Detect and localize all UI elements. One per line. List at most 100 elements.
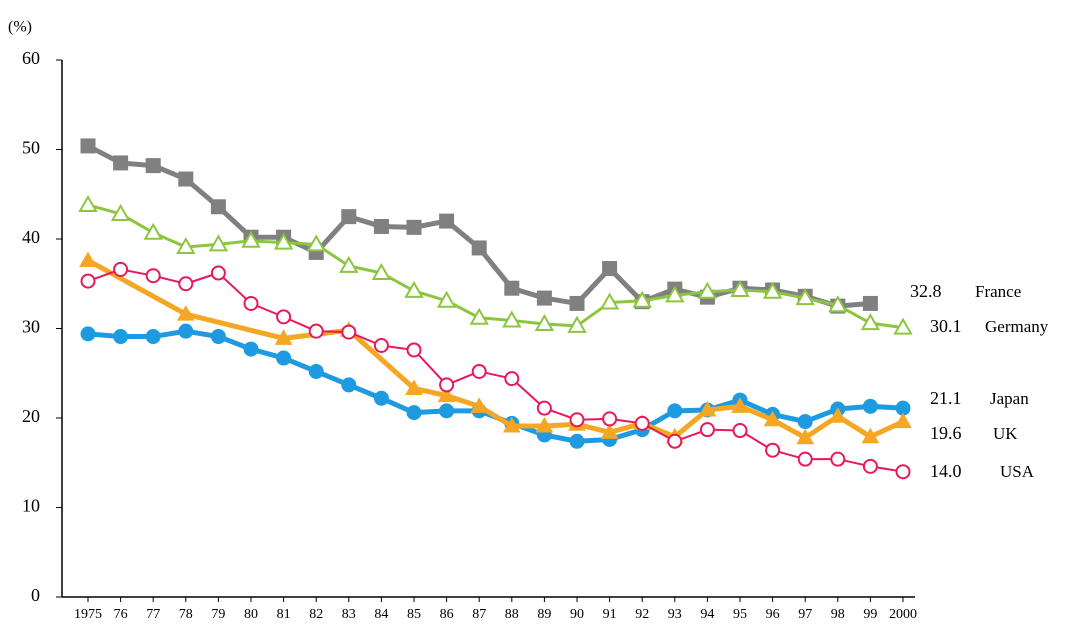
point: [373, 338, 389, 354]
point: [828, 295, 848, 313]
point: [210, 329, 226, 345]
point: [502, 310, 522, 328]
end-value-label: 30.1: [930, 316, 962, 336]
point: [437, 386, 456, 403]
point: [698, 400, 717, 417]
point: [341, 209, 357, 225]
point: [274, 329, 293, 345]
point: [80, 273, 96, 289]
end-value-label: 19.6: [930, 423, 962, 443]
point: [697, 281, 718, 299]
point: [176, 237, 196, 255]
x-tick-label: 1975: [74, 607, 102, 622]
x-tick-label: 2000: [889, 607, 917, 622]
point: [665, 285, 685, 303]
point: [731, 397, 749, 413]
point: [79, 251, 97, 267]
y-tick-label: 30: [22, 317, 40, 337]
point: [470, 397, 489, 413]
point: [893, 317, 913, 335]
y-tick-label: 40: [22, 227, 40, 247]
x-tick-label: 90: [570, 607, 584, 622]
point: [632, 290, 652, 308]
point: [502, 417, 521, 433]
point: [763, 410, 782, 427]
x-tick-label: 77: [146, 607, 160, 622]
point: [861, 427, 880, 444]
point: [894, 412, 912, 429]
x-tick-label: 92: [635, 607, 649, 622]
point: [78, 194, 98, 212]
series-line: [87, 268, 904, 473]
point: [178, 323, 194, 339]
point: [471, 240, 487, 256]
point: [373, 390, 389, 406]
legend-label: France: [975, 282, 1021, 301]
point: [273, 232, 294, 250]
point: [862, 398, 878, 414]
series-line: [86, 258, 905, 441]
point: [439, 403, 455, 419]
y-tick-label: 10: [22, 496, 40, 516]
point: [634, 415, 650, 431]
end-value-label: 14.0: [930, 461, 962, 481]
point: [341, 377, 357, 393]
point: [862, 295, 878, 311]
point: [536, 400, 552, 416]
point: [602, 411, 618, 427]
point: [436, 290, 457, 308]
point: [113, 329, 129, 345]
point: [439, 213, 455, 229]
x-tick-label: 85: [407, 607, 421, 622]
legend-label: UK: [993, 424, 1018, 443]
y-tick-label: 50: [22, 138, 40, 158]
legend-label: Japan: [990, 389, 1029, 408]
point: [241, 230, 261, 248]
x-tick-label: 82: [309, 607, 323, 622]
point: [471, 363, 487, 379]
point: [762, 281, 783, 299]
y-tick-label: 20: [22, 406, 40, 426]
point: [569, 295, 585, 311]
x-tick-label: 93: [668, 607, 682, 622]
point: [569, 433, 585, 449]
point: [406, 405, 422, 421]
x-tick-label: 98: [831, 607, 845, 622]
point: [178, 276, 194, 292]
x-tick-label: 97: [798, 607, 812, 622]
point: [306, 234, 326, 252]
point: [699, 422, 715, 438]
point: [308, 323, 324, 339]
point: [469, 307, 489, 325]
point: [504, 371, 520, 387]
point: [732, 423, 748, 439]
x-tick-label: 78: [179, 607, 193, 622]
x-tick-label: 91: [603, 607, 617, 622]
x-tick-label: 88: [505, 607, 519, 622]
point: [113, 261, 129, 277]
end-value-label: 21.1: [930, 388, 962, 408]
point: [276, 309, 292, 325]
point: [569, 412, 585, 428]
point: [600, 423, 619, 439]
point: [80, 138, 96, 154]
x-tick-label: 84: [374, 607, 388, 622]
x-tick-label: 76: [114, 607, 128, 622]
point: [797, 451, 813, 467]
point: [535, 417, 554, 433]
point: [797, 414, 813, 430]
point: [439, 377, 455, 393]
point: [796, 428, 815, 445]
point: [339, 255, 359, 273]
point: [341, 324, 357, 340]
point: [143, 222, 163, 240]
point: [208, 234, 229, 252]
y-tick-label: 60: [22, 48, 40, 68]
x-tick-label: 99: [863, 607, 877, 622]
x-tick-label: 94: [700, 607, 714, 622]
point: [534, 314, 555, 332]
x-tick-label: 79: [211, 607, 225, 622]
point: [178, 171, 194, 187]
point: [536, 290, 552, 306]
